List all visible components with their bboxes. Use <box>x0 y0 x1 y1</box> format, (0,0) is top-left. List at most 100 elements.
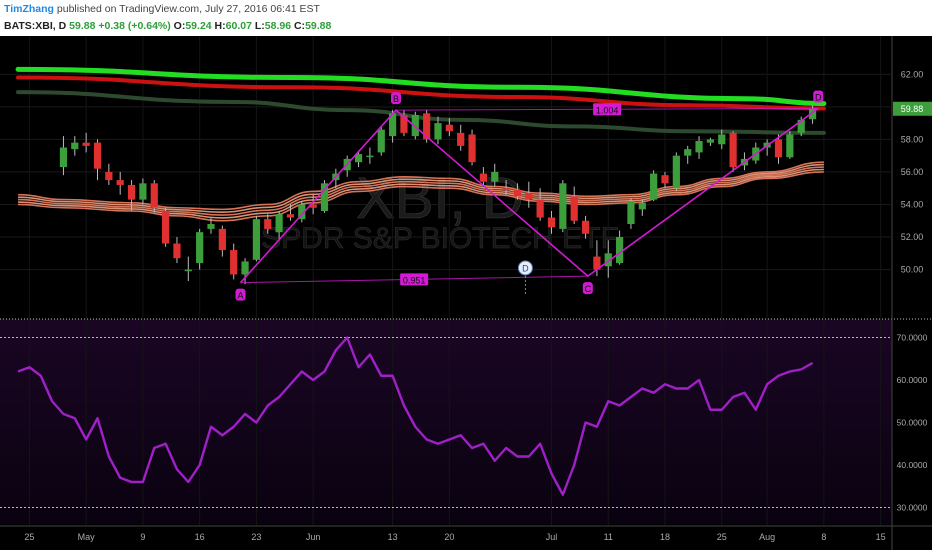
candle-body <box>377 129 385 153</box>
candle <box>718 129 726 150</box>
symbol-label: BATS:XBI, D <box>4 20 67 32</box>
time-tick-label: 20 <box>444 532 454 542</box>
ema-line <box>18 161 824 211</box>
time-tick-label: 25 <box>24 532 34 542</box>
pattern-label: C <box>585 284 592 294</box>
candle <box>82 132 90 153</box>
price-tick-label: 56.00 <box>901 167 924 177</box>
rsi-tick-label: 60.0000 <box>897 375 928 385</box>
open-value: 59.24 <box>185 20 212 32</box>
low-value: 58.96 <box>264 20 292 32</box>
ma_dark-line <box>16 90 826 135</box>
candle <box>786 131 794 159</box>
time-tick-label: 16 <box>195 532 205 542</box>
candle <box>298 201 306 223</box>
candle-body <box>116 180 124 185</box>
candle-body <box>275 214 283 233</box>
time-axis[interactable]: 25 May 9 16 23 Jun 13 20 Jul 11 18 25 Aug 8 15 <box>0 525 932 542</box>
candle-body <box>309 204 317 208</box>
candle-body <box>162 210 170 244</box>
candle <box>411 111 419 140</box>
time-tick-label: 13 <box>388 532 398 542</box>
ma_red-line <box>16 75 826 111</box>
time-tick-label: 23 <box>251 532 261 542</box>
price-tick-label: 50.00 <box>901 265 924 275</box>
close-label: C: <box>293 20 306 32</box>
candle-body <box>59 147 68 168</box>
candle-body <box>127 184 136 200</box>
candle-body <box>93 142 102 169</box>
candle <box>389 110 397 143</box>
candle <box>616 230 624 265</box>
candle-body <box>457 132 465 146</box>
price-tick-label: 58.00 <box>901 134 924 144</box>
pattern-point-B <box>391 92 402 105</box>
candle <box>706 137 714 146</box>
candle-body <box>774 139 783 158</box>
candle-body <box>207 224 215 229</box>
candle <box>207 217 215 234</box>
candle-body <box>71 142 79 150</box>
low-label: L: <box>254 20 265 32</box>
ratio-badge <box>593 103 622 116</box>
publish-info: published on TradingView.com, July 27, 2… <box>56 3 320 15</box>
candle <box>139 178 147 205</box>
rsi-tick-label: 40.0000 <box>897 460 928 470</box>
candle <box>525 181 533 208</box>
ratio-badge <box>400 273 429 286</box>
candle-body <box>672 155 680 189</box>
candle-body <box>286 214 295 218</box>
candle-body <box>604 253 612 267</box>
time-tick-label: Jul <box>546 532 558 542</box>
time-tick-label: 15 <box>876 532 886 542</box>
candle-body <box>230 250 238 275</box>
candle-body <box>650 173 658 200</box>
candle-body <box>502 188 510 190</box>
candle-body <box>241 261 249 275</box>
candle-body <box>423 113 431 140</box>
candle <box>695 136 703 159</box>
candle-body <box>445 124 453 132</box>
candle <box>570 186 578 225</box>
pattern-label: A <box>238 291 244 301</box>
candle <box>547 210 556 234</box>
candle <box>230 243 238 280</box>
candle <box>116 171 124 195</box>
candle-body <box>718 134 726 145</box>
author-link[interactable]: TimZhang <box>4 3 54 15</box>
candle-body <box>581 220 590 234</box>
candle <box>184 256 192 281</box>
candle-body <box>593 256 601 270</box>
candle <box>650 170 658 202</box>
rsi-panel <box>0 36 932 550</box>
candle-body <box>638 202 646 210</box>
harmonic-pattern[interactable]: 1.004 0.951 A B C D D <box>235 90 824 301</box>
candlesticks[interactable] <box>59 105 817 285</box>
candle <box>604 240 612 278</box>
candle <box>627 197 635 229</box>
candle-body <box>808 108 817 120</box>
candle <box>173 237 181 264</box>
candle-body <box>139 183 147 200</box>
candle-body <box>491 171 499 182</box>
chart-canvas[interactable]: XBI, D SPDR S&P BIOTECH ETF 1.0040.951AB… <box>0 36 932 550</box>
candle-body <box>298 204 306 220</box>
time-tick-label: 25 <box>717 532 727 542</box>
candle-body <box>525 193 533 200</box>
time-tick-label: 8 <box>821 532 826 542</box>
candle-body <box>684 149 692 156</box>
candle-body <box>661 175 669 184</box>
candle <box>162 207 170 247</box>
time-tick-label: Aug <box>759 532 775 542</box>
candle-body <box>559 183 567 229</box>
candle-body <box>366 155 374 158</box>
candle <box>400 110 408 137</box>
candle <box>729 131 737 172</box>
price-tick-label: 54.00 <box>901 199 924 209</box>
pattern-point-A <box>235 288 246 301</box>
candle <box>797 116 805 137</box>
rsi-line <box>17 336 814 496</box>
candle-body <box>627 201 635 225</box>
pattern-label: B <box>393 94 399 104</box>
